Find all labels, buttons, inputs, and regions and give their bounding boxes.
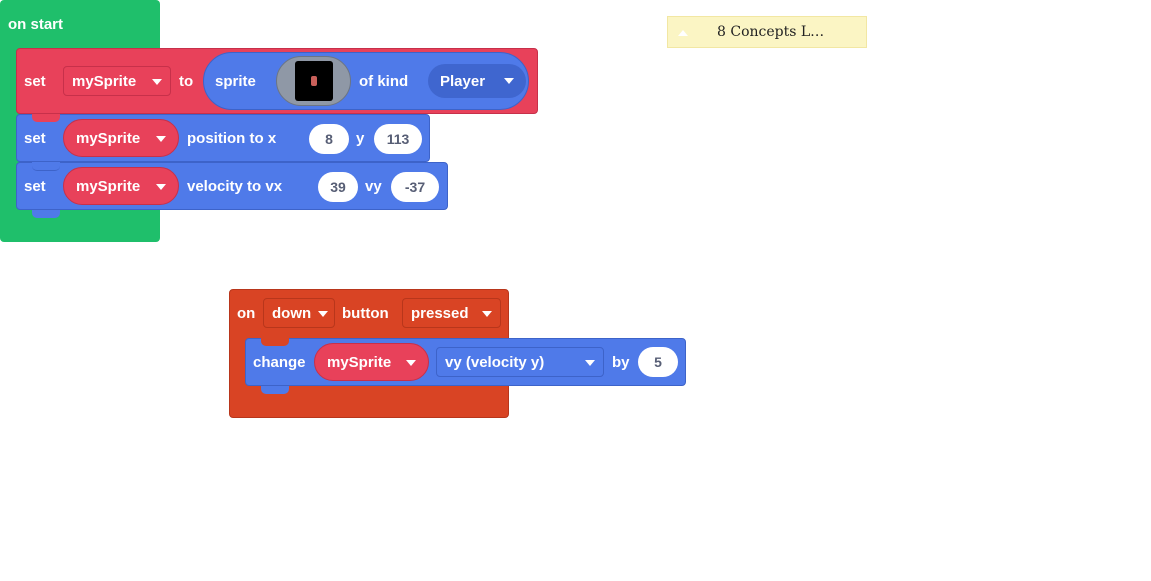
change-label: change bbox=[253, 354, 306, 371]
sprite-label: sprite bbox=[215, 73, 256, 90]
button-dropdown[interactable]: down bbox=[263, 298, 335, 328]
to-label: to bbox=[179, 73, 194, 90]
vy-label: vy bbox=[365, 178, 382, 195]
chevron-down-icon bbox=[504, 78, 514, 84]
chevron-down-icon bbox=[406, 360, 416, 366]
chevron-down-icon bbox=[156, 184, 166, 190]
variable-pill-mysprite[interactable]: mySprite bbox=[314, 343, 429, 381]
set-label: set bbox=[24, 130, 46, 147]
velocity-label: velocity to vx bbox=[187, 178, 283, 195]
sprite-image-thumbnail-icon bbox=[295, 61, 333, 101]
x-input[interactable]: 8 bbox=[309, 124, 349, 154]
event-dropdown[interactable]: pressed bbox=[402, 298, 501, 328]
block-bottom-notch bbox=[261, 386, 289, 394]
kind-dropdown-label: Player bbox=[440, 72, 486, 90]
vy-input[interactable]: -37 bbox=[391, 172, 439, 202]
vx-input[interactable]: 39 bbox=[318, 172, 358, 202]
variable-dropdown-mysprite[interactable]: mySprite bbox=[63, 66, 171, 96]
on-label: on bbox=[237, 305, 256, 322]
variable-pill-label: mySprite bbox=[76, 177, 141, 195]
chevron-down-icon bbox=[585, 360, 595, 366]
event-dropdown-label: pressed bbox=[411, 304, 469, 322]
block-bottom-notch bbox=[32, 210, 60, 218]
variable-pill-label: mySprite bbox=[76, 129, 141, 147]
kind-dropdown[interactable]: Player bbox=[428, 64, 526, 98]
set-label: set bbox=[24, 178, 46, 195]
collapse-triangle-icon[interactable] bbox=[678, 30, 688, 36]
by-label: by bbox=[612, 354, 630, 371]
on-start-label: on start bbox=[8, 16, 64, 33]
variable-pill-label: mySprite bbox=[327, 353, 392, 371]
block-notch bbox=[32, 162, 60, 171]
variable-pill-mysprite[interactable]: mySprite bbox=[63, 119, 179, 157]
amount-input[interactable]: 5 bbox=[638, 347, 678, 377]
chevron-down-icon bbox=[482, 311, 492, 317]
comment-text: 8 Concepts L… bbox=[717, 24, 825, 40]
of-kind-label: of kind bbox=[359, 73, 409, 90]
workspace-comment[interactable]: 8 Concepts L… bbox=[667, 16, 867, 48]
position-label: position to x bbox=[187, 130, 277, 147]
variable-pill-mysprite[interactable]: mySprite bbox=[63, 167, 179, 205]
y-label: y bbox=[356, 130, 365, 147]
button-label: button bbox=[342, 305, 389, 322]
variable-dropdown-label: mySprite bbox=[72, 72, 137, 90]
set-label: set bbox=[24, 73, 46, 90]
sprite-image-field[interactable] bbox=[276, 56, 351, 106]
chevron-down-icon bbox=[152, 79, 162, 85]
button-dropdown-label: down bbox=[272, 304, 312, 322]
property-dropdown[interactable]: vy (velocity y) bbox=[436, 347, 604, 377]
block-notch bbox=[261, 338, 289, 346]
block-notch bbox=[32, 114, 60, 122]
property-dropdown-label: vy (velocity y) bbox=[445, 353, 545, 371]
chevron-down-icon bbox=[318, 311, 328, 317]
sprite-figure-icon bbox=[311, 76, 317, 86]
y-input[interactable]: 113 bbox=[374, 124, 422, 154]
chevron-down-icon bbox=[156, 136, 166, 142]
